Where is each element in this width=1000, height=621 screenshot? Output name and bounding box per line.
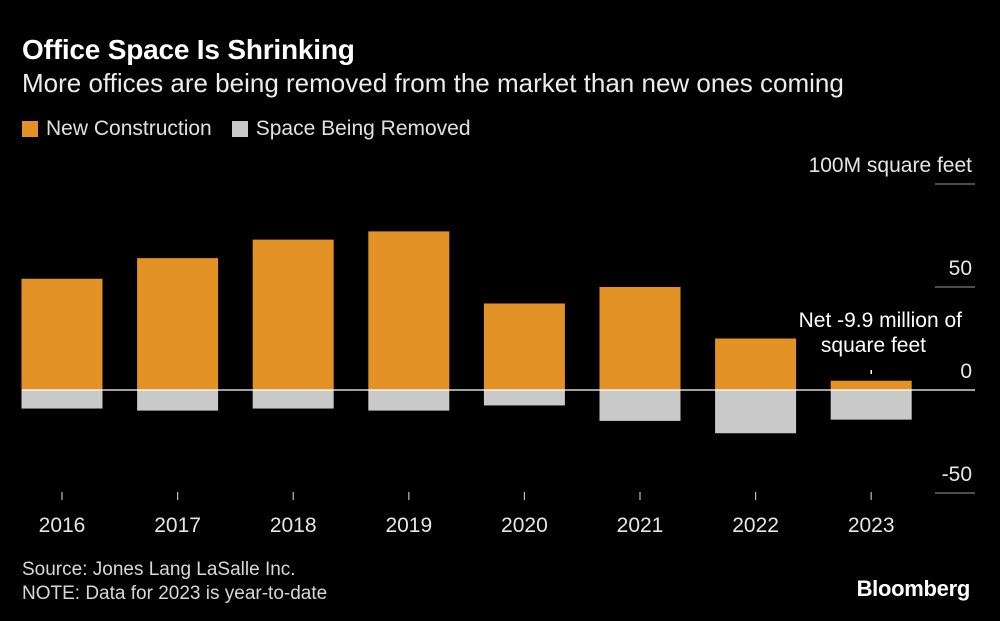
chart-subtitle: More offices are being removed from the … xyxy=(22,68,844,98)
bar-new-construction-2020 xyxy=(483,303,565,390)
bar-new-construction-2018 xyxy=(252,239,334,390)
bar-new-construction-2021 xyxy=(599,287,681,390)
source-note: Source: Jones Lang LaSalle Inc. xyxy=(22,559,296,580)
legend-swatch-space-removed xyxy=(231,121,248,137)
y-tick-label-1: 50 xyxy=(949,257,972,280)
bar-space-removed-2023 xyxy=(830,390,912,420)
annotation-line-1: square feet xyxy=(821,334,926,357)
x-tick-label-2017: 2017 xyxy=(154,514,201,537)
x-tick-label-2022: 2022 xyxy=(732,514,779,537)
bar-new-construction-2022 xyxy=(715,338,797,390)
bar-space-removed-2019 xyxy=(368,390,450,411)
chart-title: Office Space Is Shrinking xyxy=(22,34,355,65)
bar-new-construction-2023 xyxy=(830,380,912,390)
bloomberg-logo: Bloomberg xyxy=(856,576,971,601)
legend-item-new-construction: New Construction xyxy=(22,117,212,141)
legend: New Construction Space Being Removed xyxy=(22,117,491,141)
bar-space-removed-2017 xyxy=(137,390,219,411)
y-tick-label-2: 0 xyxy=(960,360,972,383)
x-tick-label-2021: 2021 xyxy=(617,514,664,537)
bar-space-removed-2022 xyxy=(715,390,797,434)
x-tick-label-2016: 2016 xyxy=(39,514,86,537)
y-tick-label-0: 100M square feet xyxy=(809,154,973,177)
bar-new-construction-2019 xyxy=(368,231,450,390)
legend-item-space-removed: Space Being Removed xyxy=(231,117,471,141)
x-tick-label-2018: 2018 xyxy=(270,514,317,537)
legend-swatch-new-construction xyxy=(22,121,38,137)
bar-space-removed-2016 xyxy=(21,390,103,409)
x-tick-label-2023: 2023 xyxy=(848,514,895,537)
bar-space-removed-2018 xyxy=(252,390,334,409)
legend-label-new-construction: New Construction xyxy=(46,117,212,140)
x-tick-label-2020: 2020 xyxy=(501,514,548,537)
bar-space-removed-2021 xyxy=(599,390,681,421)
y-tick-label-3: -50 xyxy=(942,463,972,486)
bar-new-construction-2017 xyxy=(137,258,219,390)
bar-new-construction-2016 xyxy=(21,278,103,390)
legend-label-space-removed: Space Being Removed xyxy=(255,117,471,140)
footnote: NOTE: Data for 2023 is year-to-date xyxy=(22,583,328,604)
x-tick-label-2019: 2019 xyxy=(385,514,432,537)
bar-space-removed-2020 xyxy=(483,390,565,406)
annotation-line-0: Net -9.9 million of xyxy=(799,309,963,332)
